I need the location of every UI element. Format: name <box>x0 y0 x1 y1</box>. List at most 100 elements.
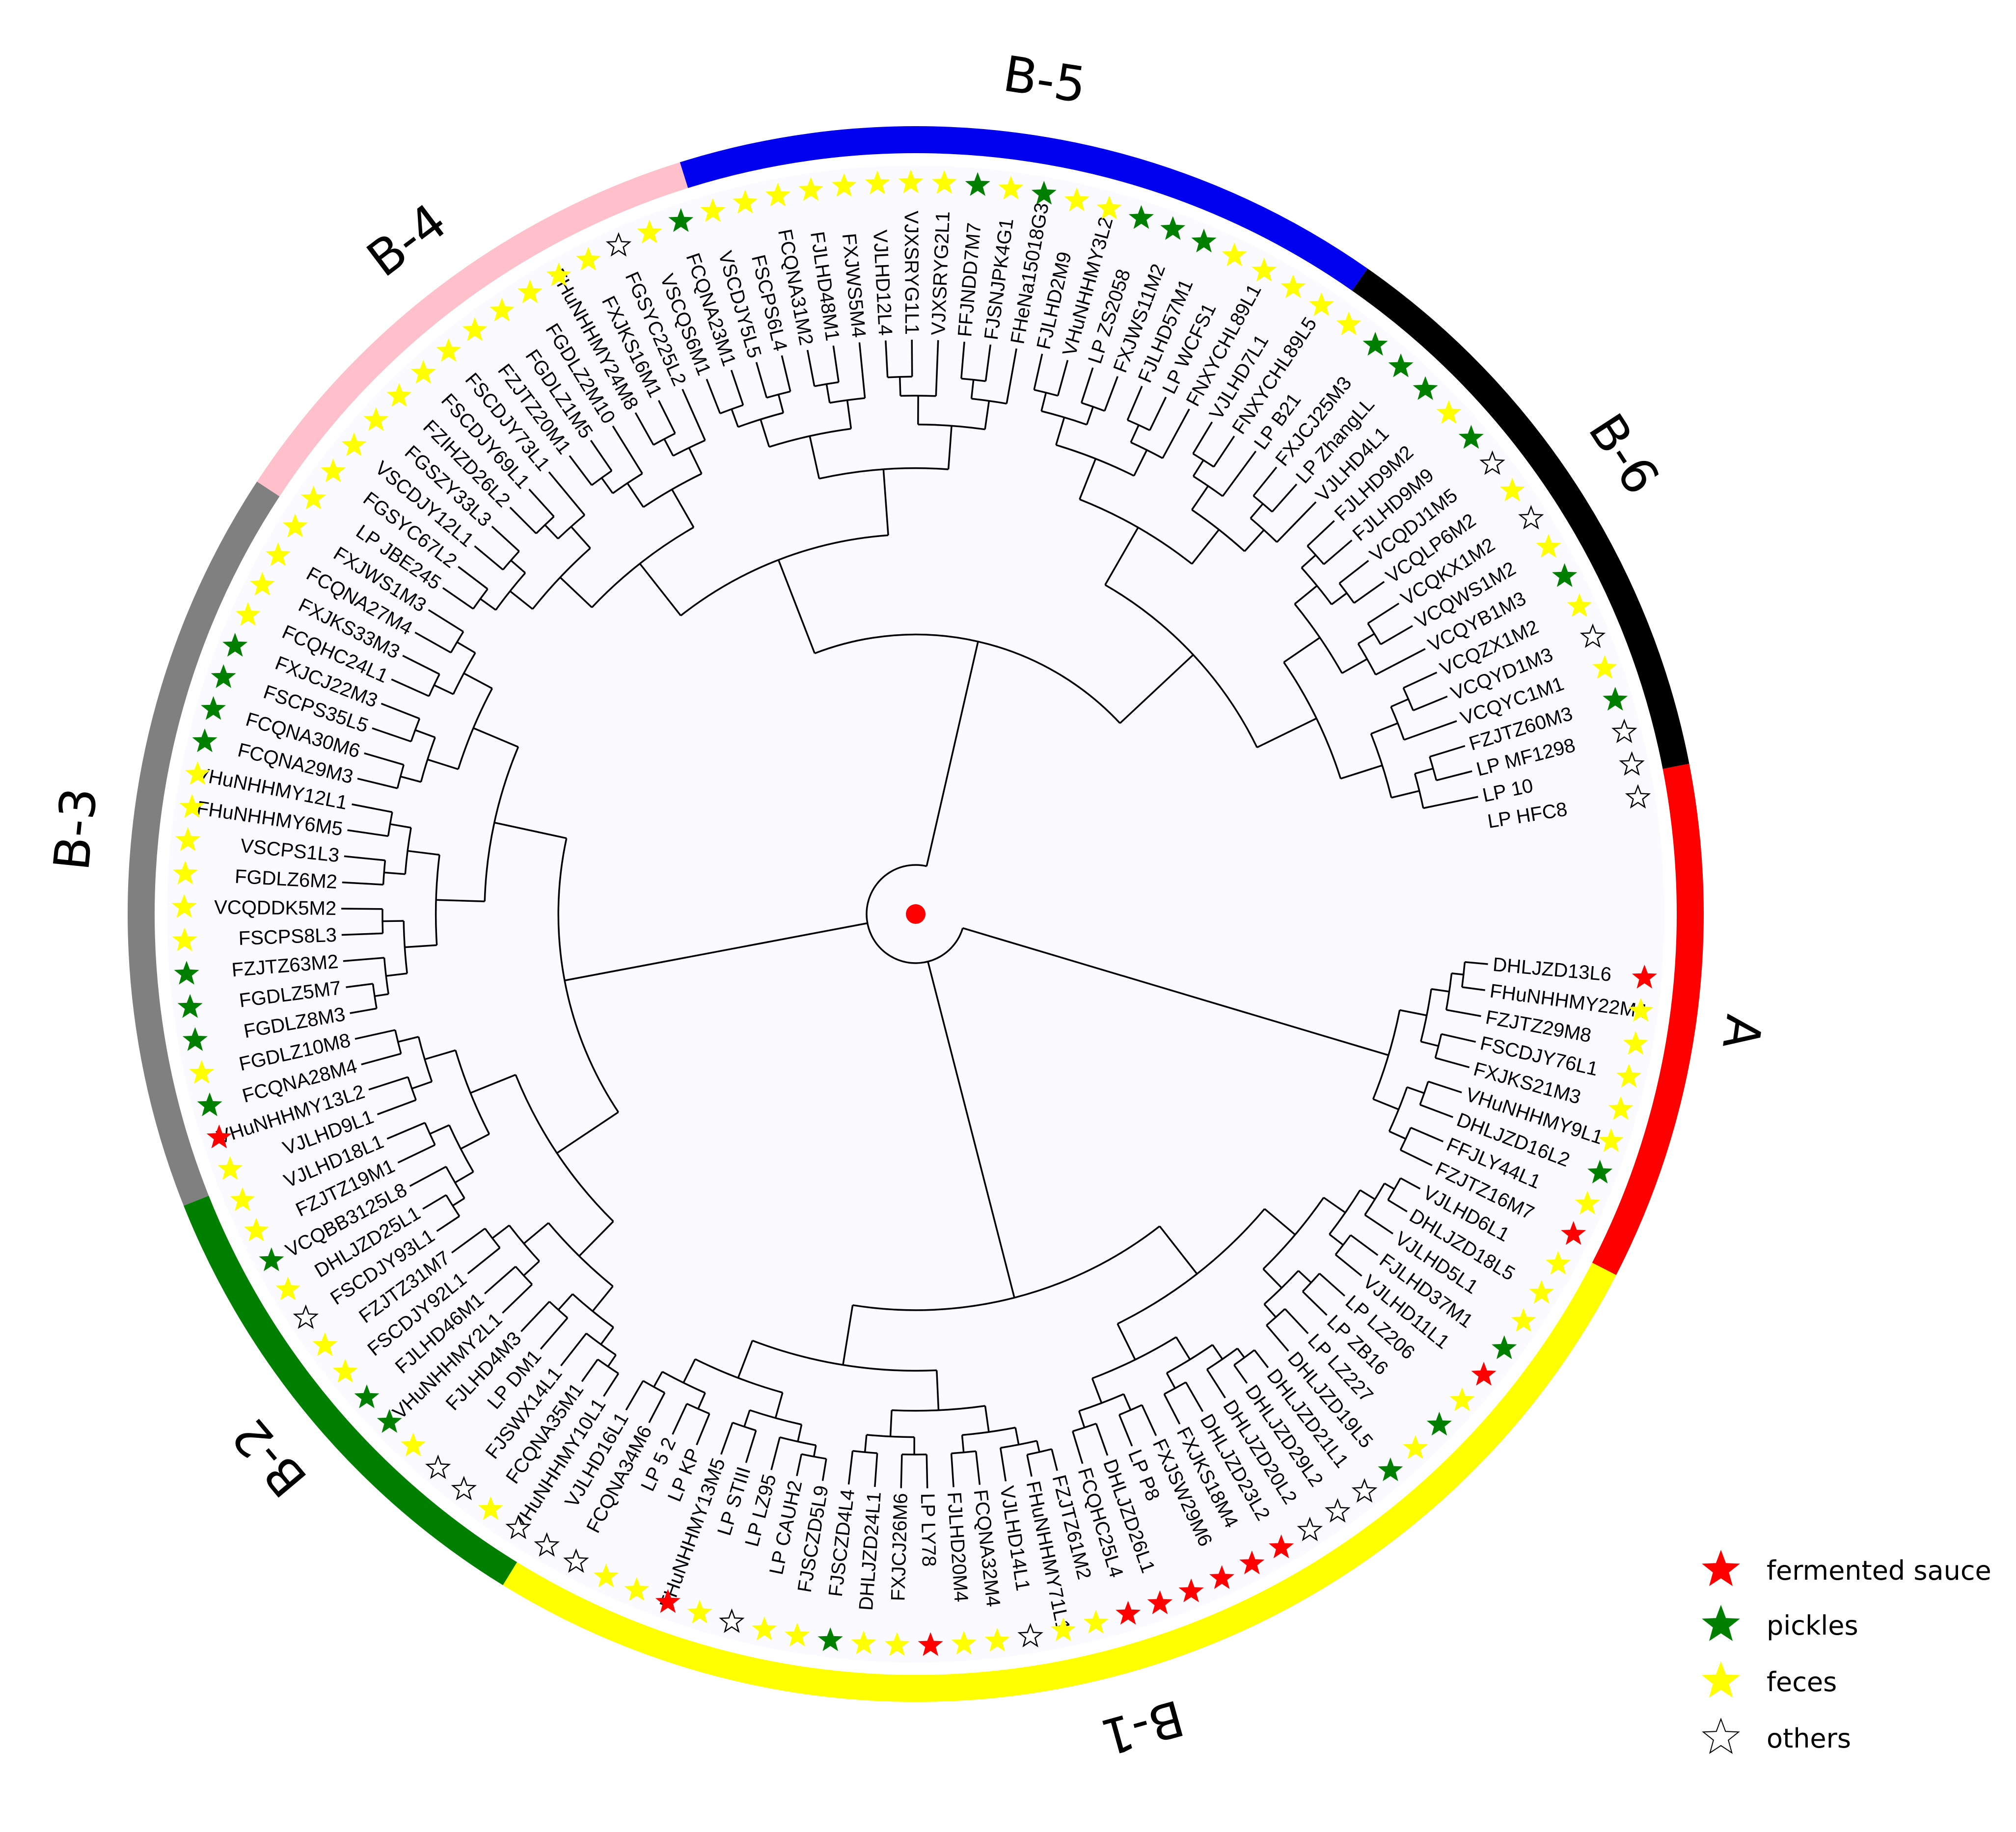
source-star-feces-icon <box>951 1630 977 1655</box>
tree-branch <box>846 400 852 429</box>
clade-ring-segment-b-5 <box>680 126 1368 291</box>
legend-star-pickles-icon <box>1702 1605 1740 1641</box>
tree-branch <box>586 1332 617 1356</box>
source-star-feces-icon <box>1511 1308 1536 1332</box>
tree-branch <box>1390 698 1409 708</box>
clade-ring-segment-b-1 <box>503 1263 1616 1702</box>
tree-branch <box>1133 449 1148 477</box>
tree-branch <box>484 1266 517 1294</box>
tree-branch <box>1388 1087 1408 1132</box>
tree-branch <box>1080 367 1094 404</box>
tree-branch <box>737 1340 754 1378</box>
tree-branch <box>352 803 393 813</box>
tree-branch <box>779 1436 817 1446</box>
source-star-others-icon <box>1479 450 1505 475</box>
source-star-feces-icon <box>230 1187 255 1211</box>
tree-branch <box>480 598 496 611</box>
tree-branch <box>473 727 519 748</box>
tree-branch <box>1301 554 1316 568</box>
tree-branch <box>720 1422 734 1455</box>
tree-branch <box>1271 484 1298 512</box>
tree-branch <box>434 684 454 695</box>
tree-branch <box>1034 389 1059 397</box>
tree-branch <box>1072 1423 1097 1432</box>
clade-ring-segment-a <box>1592 763 1704 1275</box>
tree-branch <box>491 525 520 552</box>
source-star-pickles-icon <box>1388 353 1414 377</box>
source-star-others-icon <box>1580 623 1606 648</box>
tree-branch <box>1415 767 1434 775</box>
tree-branch <box>688 447 703 474</box>
tree-branch <box>1465 961 1488 965</box>
tree-branch <box>1036 1440 1040 1453</box>
source-star-feces-icon <box>436 338 462 362</box>
tree-branch <box>1319 1272 1345 1297</box>
tree-branches <box>341 339 1488 1488</box>
source-markers <box>171 169 1657 1656</box>
tree-branch <box>1375 648 1426 675</box>
tree-branch <box>975 1451 981 1485</box>
tree-branch <box>374 993 389 997</box>
tree-branch <box>454 1171 474 1184</box>
tree-branch <box>1364 1214 1393 1235</box>
tree-branch <box>1256 717 1317 749</box>
tree-branch <box>950 1453 954 1487</box>
tree-branch <box>452 1197 465 1207</box>
tree-branch <box>400 776 421 783</box>
source-star-feces-icon <box>637 219 662 243</box>
tree-branch <box>1413 696 1448 711</box>
tree-branch <box>1331 592 1348 605</box>
legend-item-others: others <box>1702 1718 1851 1754</box>
tree-branch <box>1391 790 1420 799</box>
source-star-feces-icon <box>410 360 436 384</box>
tree-branch <box>436 1215 460 1232</box>
tree-branch <box>394 1029 402 1054</box>
tree-branch <box>523 1222 549 1244</box>
tree-branch <box>1340 764 1383 780</box>
legend-item-fermented-sauce: fermented sauce <box>1702 1550 1991 1586</box>
tree-branch <box>424 1122 436 1146</box>
tree-branch <box>495 572 526 611</box>
source-star-others-icon <box>534 1532 560 1557</box>
tree-branch <box>1400 1149 1433 1166</box>
tree-branch <box>1283 637 1321 663</box>
tree-branch <box>385 972 408 977</box>
tree-branch <box>1420 1041 1439 1047</box>
tree-branch <box>420 737 436 782</box>
source-star-feces-icon <box>386 383 412 407</box>
tree-branch <box>813 1445 817 1457</box>
tree-branch <box>874 1453 878 1487</box>
tree-branch <box>548 1301 569 1319</box>
tree-branch <box>1298 1270 1312 1284</box>
tree-branch <box>414 729 436 738</box>
tree-branch <box>1222 451 1257 497</box>
tree-branch <box>1159 1225 1198 1275</box>
source-star-feces-icon <box>1222 242 1247 267</box>
tree-branch <box>1435 1057 1470 1068</box>
tree-branch <box>1233 1349 1255 1366</box>
tree-branch <box>1166 1373 1176 1389</box>
source-star-feces-icon <box>593 1563 619 1588</box>
tree-branch <box>1404 720 1457 741</box>
source-star-pickles-icon <box>177 994 203 1018</box>
tree-branch <box>548 471 586 516</box>
tree-branch <box>429 1124 450 1135</box>
leaf-label: VJXSRYG1L1 <box>900 211 923 335</box>
source-star-feces-icon <box>1436 400 1462 424</box>
source-star-feces-icon <box>624 1577 650 1601</box>
source-star-feces-icon <box>1545 1250 1571 1275</box>
tree-branch <box>1126 385 1143 421</box>
tree-branch <box>1000 1440 1037 1449</box>
tree-branch <box>1402 687 1414 711</box>
source-star-pickles-icon <box>259 1247 284 1271</box>
tree-branch <box>1294 585 1318 605</box>
tree-branch <box>448 1125 474 1173</box>
source-star-fermented-icon <box>1561 1221 1586 1245</box>
tree-branch <box>1399 1009 1427 1017</box>
source-star-pickles-icon <box>201 696 226 720</box>
tree-branch <box>885 340 889 377</box>
source-star-pickles-icon <box>668 208 694 232</box>
tree-branch <box>346 983 373 988</box>
tree-branch <box>1446 1009 1481 1017</box>
tree-branch <box>1117 1208 1265 1325</box>
